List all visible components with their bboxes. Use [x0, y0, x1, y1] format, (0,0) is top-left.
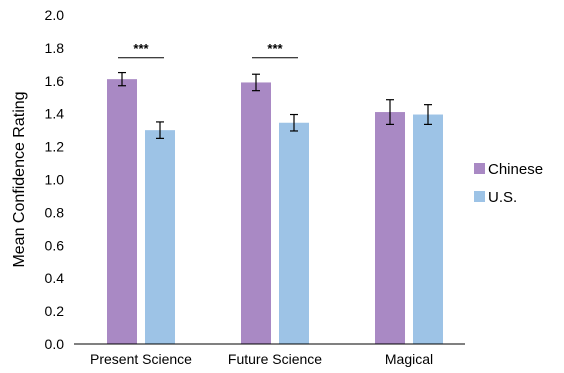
- bar-us-0: [145, 130, 175, 344]
- legend-swatch: [474, 163, 485, 174]
- error-bar: [424, 104, 432, 125]
- significance-label: ***: [133, 41, 149, 56]
- y-tick-label: 1.2: [45, 139, 65, 155]
- y-axis-ticks: 0.0 0.2 0.4 0.6 0.8 1.0 1.2 1.4 1.6 1.8 2.0: [45, 7, 65, 352]
- error-bar: [252, 73, 260, 92]
- x-axis-labels: Present Science Future Science Magical: [90, 351, 433, 367]
- y-axis-title: Mean Confidence Rating: [11, 91, 28, 267]
- bar-us-1: [279, 122, 309, 344]
- bar-chinese-2: [375, 112, 405, 345]
- y-tick-label: 1.0: [45, 172, 65, 188]
- y-tick-label: 2.0: [45, 7, 65, 23]
- error-bars: [118, 71, 432, 139]
- y-tick-label: 0.6: [45, 237, 65, 253]
- legend-label: Chinese: [488, 161, 543, 178]
- y-tick-label: 0.2: [45, 303, 65, 319]
- y-tick-label: 0.8: [45, 204, 65, 220]
- y-tick-label: 1.6: [45, 73, 65, 89]
- y-tick-label: 1.8: [45, 40, 65, 56]
- bar-chinese-1: [241, 82, 271, 344]
- y-tick-label: 0.0: [45, 336, 65, 352]
- legend-item: Chinese: [474, 161, 543, 178]
- significance-label: ***: [267, 41, 283, 56]
- y-tick-label: 0.4: [45, 270, 65, 286]
- error-bar: [156, 121, 164, 139]
- bar-chinese-0: [107, 79, 137, 344]
- x-category-label: Future Science: [228, 351, 322, 367]
- error-bar: [386, 99, 394, 125]
- error-bar: [118, 71, 126, 87]
- legend-label: U.S.: [488, 189, 517, 206]
- x-category-label: Present Science: [90, 351, 192, 367]
- legend: Chinese U.S.: [474, 161, 543, 206]
- y-tick-label: 1.4: [45, 106, 65, 122]
- legend-item: U.S.: [474, 189, 517, 206]
- error-bar: [290, 113, 298, 132]
- significance-markers: *** ***: [118, 41, 298, 59]
- bars: [107, 79, 443, 345]
- legend-swatch: [474, 191, 485, 202]
- x-category-label: Magical: [385, 351, 433, 367]
- bar-us-2: [413, 114, 443, 345]
